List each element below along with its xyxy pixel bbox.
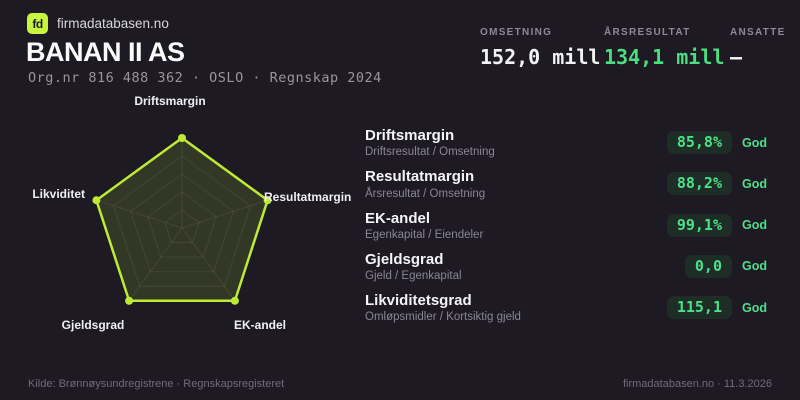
metric-name: Resultatmargin <box>365 168 475 186</box>
metric-formula: Omløpsmidler / Kortsiktig gjeld <box>365 311 521 324</box>
stat-ansatte: ANSATTE – <box>730 27 786 69</box>
metric-row-ek-andel: EK-andel Egenkapital / Eiendeler 99,1% G… <box>365 210 772 241</box>
metric-formula: Driftsresultat / Omsetning <box>365 146 495 159</box>
metric-row-driftsmargin: Driftsmargin Driftsresultat / Omsetning … <box>365 127 772 158</box>
radar-axis-likviditet: Likviditet <box>32 187 85 201</box>
metrics-panel: Driftsmargin Driftsresultat / Omsetning … <box>365 127 772 333</box>
radar-chart-svg <box>92 134 272 305</box>
metric-value-badge: 99,1% <box>666 213 732 237</box>
metric-row-likviditetsgrad: Likviditetsgrad Omløpsmidler / Kortsikti… <box>365 292 772 323</box>
metric-rating: God <box>742 176 767 191</box>
brand: fd firmadatabasen.no <box>27 13 169 34</box>
metric-text: EK-andel Egenkapital / Eiendeler <box>365 210 483 241</box>
metric-name: Driftsmargin <box>365 127 455 144</box>
metric-value-badge: 0,0 <box>684 254 732 278</box>
metric-rating: God <box>742 259 767 274</box>
metric-formula: Årsresultat / Omsetning <box>365 187 486 200</box>
radar-axis-driftsmargin: Driftsmargin <box>134 94 206 108</box>
metric-formula: Egenkapital / Eiendeler <box>365 228 484 241</box>
metric-name: EK-andel <box>365 209 431 227</box>
radar-axis-resultatmargin: Resultatmargin <box>264 190 352 204</box>
metric-name: Gjeldsgrad <box>365 250 444 268</box>
metric-text: Resultatmargin Årsresultat / Omsetning <box>365 168 485 199</box>
metric-value-group: 88,2% God <box>666 172 772 196</box>
stat-value: 152,0 mill <box>480 45 601 69</box>
metric-row-resultatmargin: Resultatmargin Årsresultat / Omsetning 8… <box>365 168 772 199</box>
metric-value-group: 115,1 God <box>666 296 772 320</box>
fd-logo-icon: fd <box>27 13 48 34</box>
stat-label: ÅRSRESULTAT <box>604 27 691 38</box>
metric-value-badge: 115,1 <box>666 296 732 320</box>
stat-label: OMSETNING <box>480 27 553 38</box>
footer-source: Kilde: Brønnøysundregistrene · Regnskaps… <box>28 378 285 390</box>
radar-axis-gjeldsgrad: Gjeldsgrad <box>61 318 125 332</box>
stat-omsetning: OMSETNING 152,0 mill <box>480 27 600 69</box>
metric-value-badge: 85,8% <box>666 131 732 155</box>
stat-label: ANSATTE <box>730 27 786 38</box>
metric-value-group: 85,8% God <box>666 131 772 155</box>
metric-row-gjeldsgrad: Gjeldsgrad Gjeld / Egenkapital 0,0 God <box>365 251 772 282</box>
metric-text: Driftsmargin Driftsresultat / Omsetning <box>365 127 495 158</box>
metric-formula: Gjeld / Egenkapital <box>365 270 462 282</box>
metric-rating: God <box>742 218 767 233</box>
radar-chart: Driftsmargin Resultatmargin EK-andel Gje… <box>0 0 360 400</box>
metric-name: Likviditetsgrad <box>365 292 472 309</box>
footer: Kilde: Brønnøysundregistrene · Regnskaps… <box>28 378 772 390</box>
metric-value-badge: 88,2% <box>666 172 732 196</box>
footer-site-date: firmadatabasen.no · 11.3.2026 <box>622 378 772 390</box>
metric-text: Gjeldsgrad Gjeld / Egenkapital <box>365 251 462 282</box>
metric-rating: God <box>742 135 767 150</box>
radar-axis-ek-andel: EK-andel <box>233 318 286 332</box>
metric-value-group: 0,0 God <box>684 254 772 278</box>
company-name: BANAN II AS <box>26 37 185 67</box>
stat-value: 134,1 mill <box>604 45 725 69</box>
brand-site-name: firmadatabasen.no <box>57 16 169 31</box>
stat-value: – <box>730 45 743 69</box>
metric-text: Likviditetsgrad Omløpsmidler / Kortsikti… <box>365 292 521 323</box>
stat-arsresultat: ÅRSRESULTAT 134,1 mill <box>604 27 724 69</box>
metric-value-group: 99,1% God <box>666 213 772 237</box>
company-meta: Org.nr 816 488 362 · OSLO · Regnskap 202… <box>28 70 382 86</box>
metric-rating: God <box>742 300 767 315</box>
